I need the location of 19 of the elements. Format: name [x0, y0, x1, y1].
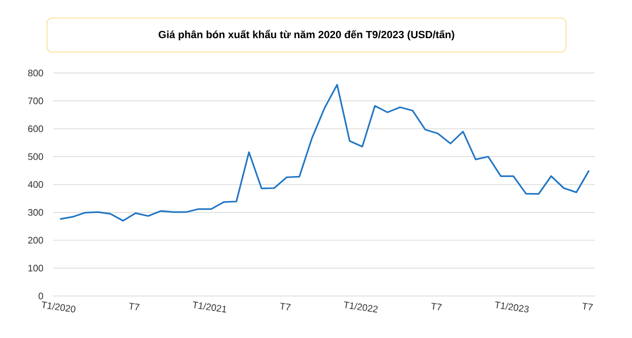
line-series — [59, 84, 590, 222]
y-tick-label: 700 — [28, 98, 44, 104]
x-tick-label: T7 — [129, 302, 140, 310]
y-tick-label: 500 — [28, 153, 44, 160]
y-tick-label: 100 — [28, 264, 44, 272]
y-tick-label: 400 — [28, 181, 44, 188]
y-tick-label: 200 — [28, 236, 44, 244]
x-tick-label: T7 — [280, 302, 291, 310]
x-tick-label: T1/2021 — [193, 301, 226, 313]
x-tick-label: T1/2023 — [495, 301, 529, 312]
x-tick-label: T7 — [431, 302, 442, 310]
y-tick-label: 600 — [28, 125, 44, 132]
x-tick-label: T7 — [582, 302, 593, 310]
x-tick-label: T1/2020 — [42, 301, 76, 312]
y-tick-label: 800 — [28, 70, 44, 76]
x-tick-label: T1/2022 — [344, 301, 378, 313]
chart-title: Giá phân bón xuất khẩu từ năm 2020 đến T9/2023 (USD/tấn) — [158, 30, 454, 40]
y-tick-label: 300 — [28, 209, 44, 216]
y-tick-label: 0 — [38, 292, 44, 300]
